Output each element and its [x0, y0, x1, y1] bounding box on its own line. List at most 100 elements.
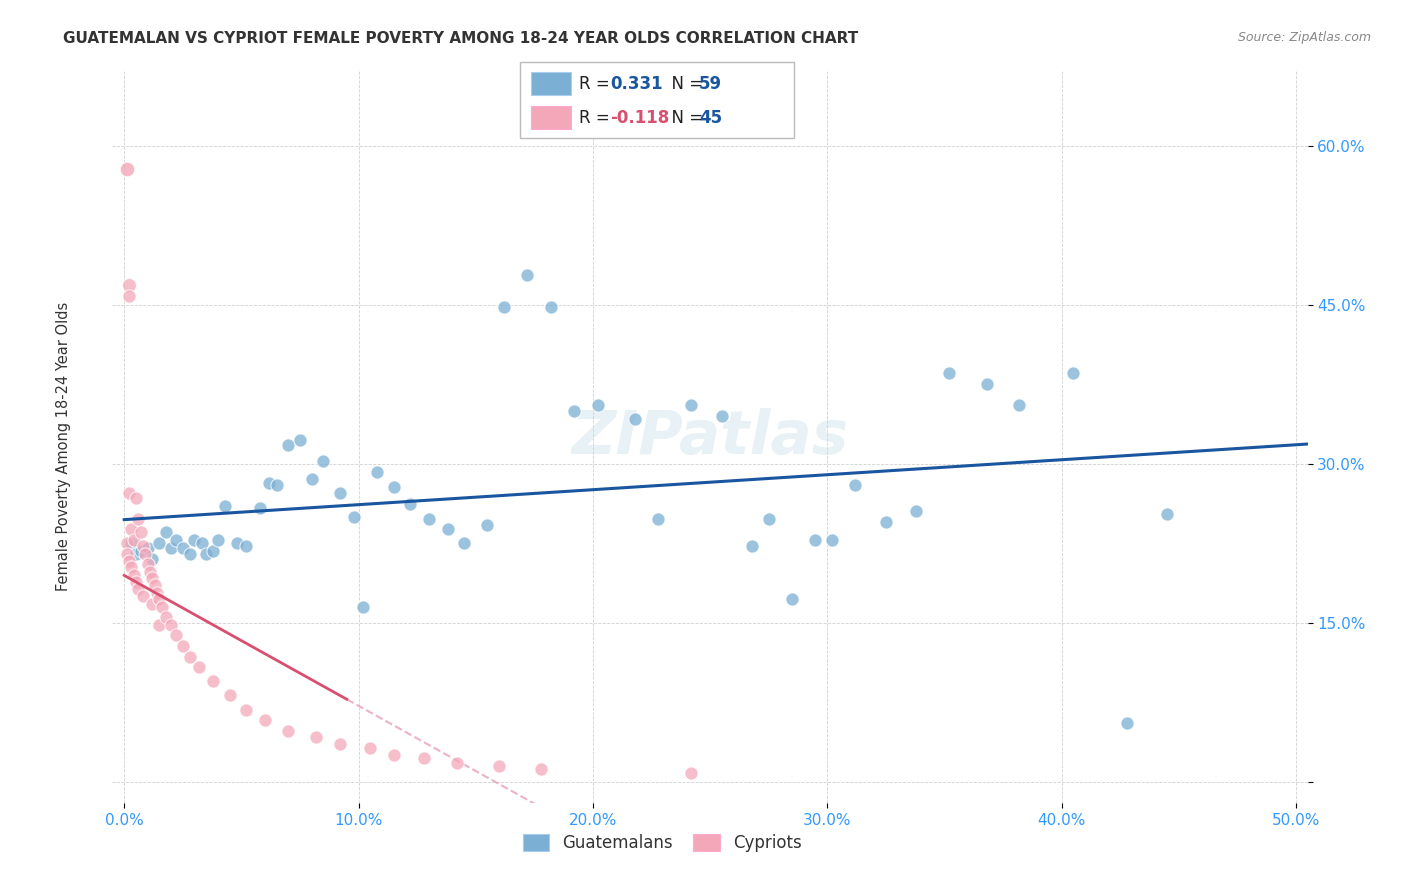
Guatemalans: [562, 403, 585, 417]
Guatemalans: [366, 465, 388, 479]
Text: ZIPatlas: ZIPatlas: [571, 408, 849, 467]
Cypriots: [141, 571, 163, 585]
Cypriots: [530, 762, 553, 776]
Guatemalans: [179, 547, 201, 561]
Text: R =: R =: [579, 75, 616, 93]
Guatemalans: [129, 543, 152, 558]
Guatemalans: [343, 509, 366, 524]
Cypriots: [125, 491, 148, 505]
Cypriots: [277, 723, 299, 738]
Guatemalans: [141, 552, 163, 566]
Guatemalans: [780, 592, 803, 607]
Cypriots: [136, 558, 159, 572]
Cypriots: [202, 673, 225, 688]
Guatemalans: [844, 477, 866, 491]
Cypriots: [115, 536, 138, 550]
Guatemalans: [195, 547, 218, 561]
Point: [115, 161, 138, 176]
Guatemalans: [155, 525, 177, 540]
Guatemalans: [207, 533, 229, 547]
Guatemalans: [266, 477, 288, 491]
Cypriots: [122, 533, 145, 547]
Guatemalans: [120, 536, 142, 550]
Point: [118, 289, 141, 303]
Cypriots: [253, 713, 276, 727]
Cypriots: [218, 688, 240, 702]
Text: N =: N =: [661, 75, 709, 93]
Cypriots: [118, 554, 141, 568]
Cypriots: [681, 766, 703, 780]
Guatemalans: [214, 499, 236, 513]
Guatemalans: [259, 475, 281, 490]
Guatemalans: [586, 398, 609, 412]
Cypriots: [188, 660, 211, 674]
Guatemalans: [453, 536, 475, 550]
Guatemalans: [1008, 398, 1031, 412]
Text: 59: 59: [699, 75, 721, 93]
Guatemalans: [301, 473, 323, 487]
Guatemalans: [540, 300, 562, 314]
Guatemalans: [312, 454, 335, 468]
Cypriots: [305, 730, 328, 744]
Guatemalans: [249, 501, 271, 516]
Guatemalans: [1116, 716, 1139, 731]
Guatemalans: [647, 512, 669, 526]
Guatemalans: [399, 497, 422, 511]
Guatemalans: [172, 541, 194, 556]
Cypriots: [122, 567, 145, 582]
Cypriots: [235, 702, 257, 716]
Guatemalans: [436, 522, 458, 536]
Guatemalans: [235, 539, 257, 553]
Guatemalans: [277, 437, 299, 451]
Cypriots: [127, 512, 149, 526]
Guatemalans: [477, 518, 499, 533]
Guatemalans: [681, 398, 703, 412]
Cypriots: [118, 486, 141, 500]
Guatemalans: [492, 300, 515, 314]
Cypriots: [165, 628, 187, 642]
Cypriots: [413, 751, 436, 765]
Guatemalans: [136, 541, 159, 556]
Guatemalans: [160, 541, 183, 556]
Guatemalans: [758, 512, 780, 526]
Cypriots: [125, 575, 148, 590]
Guatemalans: [125, 547, 148, 561]
Guatemalans: [148, 536, 170, 550]
Guatemalans: [183, 533, 205, 547]
Guatemalans: [875, 515, 897, 529]
Cypriots: [172, 639, 194, 653]
Cypriots: [115, 547, 138, 561]
Cypriots: [132, 539, 155, 553]
Guatemalans: [1062, 367, 1084, 381]
Guatemalans: [976, 377, 998, 392]
Guatemalans: [202, 543, 225, 558]
Text: R =: R =: [579, 109, 616, 127]
Text: 45: 45: [699, 109, 721, 127]
Guatemalans: [165, 533, 187, 547]
Cypriots: [488, 758, 510, 772]
Cypriots: [446, 756, 468, 770]
Cypriots: [129, 525, 152, 540]
Legend: Guatemalans, Cypriots: Guatemalans, Cypriots: [516, 828, 808, 859]
Guatemalans: [418, 512, 440, 526]
Cypriots: [179, 649, 201, 664]
Cypriots: [141, 597, 163, 611]
Guatemalans: [516, 268, 538, 282]
Cypriots: [160, 617, 183, 632]
Cypriots: [132, 589, 155, 603]
Cypriots: [127, 582, 149, 596]
Cypriots: [382, 748, 405, 763]
Guatemalans: [329, 486, 352, 500]
Cypriots: [155, 610, 177, 624]
Guatemalans: [190, 536, 212, 550]
Guatemalans: [938, 367, 960, 381]
Text: GUATEMALAN VS CYPRIOT FEMALE POVERTY AMONG 18-24 YEAR OLDS CORRELATION CHART: GUATEMALAN VS CYPRIOT FEMALE POVERTY AMO…: [63, 31, 859, 46]
Cypriots: [139, 565, 162, 579]
Guatemalans: [352, 599, 374, 614]
Cypriots: [120, 560, 142, 574]
Cypriots: [359, 740, 381, 755]
Cypriots: [150, 599, 173, 614]
Cypriots: [148, 592, 170, 607]
Cypriots: [146, 586, 169, 600]
Guatemalans: [288, 434, 311, 448]
